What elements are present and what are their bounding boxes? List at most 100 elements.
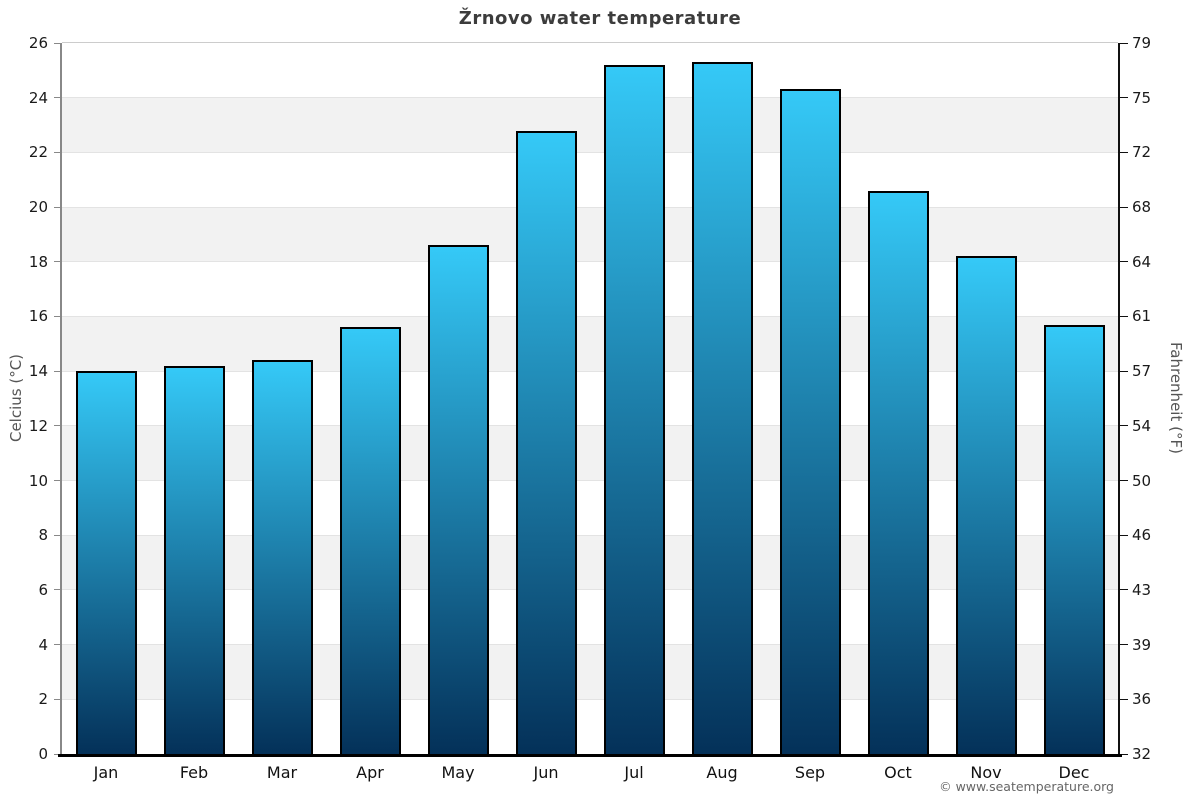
plot-band <box>62 207 1118 262</box>
y-left-tick-label: 8 <box>38 526 48 545</box>
x-tick-label-aug: Aug <box>706 763 738 782</box>
bar-jun <box>515 130 577 754</box>
gridline <box>62 206 1118 208</box>
plot-band <box>62 316 1118 372</box>
gridline <box>62 698 1118 700</box>
y-left-tick <box>54 206 62 208</box>
y-right-tick <box>1120 480 1128 482</box>
plot-band <box>62 261 1118 317</box>
y-left-tick-label: 2 <box>38 690 48 709</box>
plot-band <box>62 644 1118 700</box>
x-tick-label-mar: Mar <box>266 763 298 782</box>
y-right-tick-label: 61 <box>1132 307 1152 326</box>
y-right-tick-label: 36 <box>1132 690 1152 709</box>
bar-nov <box>955 256 1017 754</box>
plot-band <box>62 425 1118 481</box>
plot-band <box>62 371 1118 426</box>
y-right-tick <box>1120 370 1128 372</box>
x-axis-line <box>58 754 1122 757</box>
plot-band <box>62 97 1118 153</box>
copyright-watermark: © www.seatemperature.org <box>939 779 1114 794</box>
y-left-tick-label: 14 <box>28 362 48 381</box>
x-tick-label-dec: Dec <box>1058 763 1090 782</box>
y-right-tick-label: 54 <box>1132 416 1152 435</box>
plot-band <box>62 43 1118 98</box>
y-left-tick <box>54 534 62 536</box>
gridline <box>62 151 1118 153</box>
y-right-tick-label: 46 <box>1132 526 1152 545</box>
y-left-tick <box>54 370 62 372</box>
y-left-tick-label: 12 <box>28 416 48 435</box>
y-left-tick-label: 26 <box>28 34 48 52</box>
gridline <box>62 261 1118 263</box>
y-right-tick-label: 64 <box>1132 252 1152 271</box>
y-right-tick <box>1120 315 1128 317</box>
x-tick-label-apr: Apr <box>356 763 384 782</box>
y-right-tick <box>1120 698 1128 700</box>
plot-band <box>62 535 1118 590</box>
y-left-tick <box>54 315 62 317</box>
y-right-tick <box>1120 151 1128 153</box>
y-right-tick-label: 50 <box>1132 471 1152 490</box>
y-right-tick-label: 39 <box>1132 635 1152 654</box>
y-left-tick <box>54 589 62 591</box>
y-left-tick-label: 10 <box>28 471 48 490</box>
bar-sep <box>779 89 841 754</box>
bar-dec <box>1043 324 1105 754</box>
y-right-tick-label: 75 <box>1132 88 1152 107</box>
y-right-tick <box>1120 534 1128 536</box>
y-left-tick <box>54 151 62 153</box>
y-right-tick-label: 72 <box>1132 143 1152 162</box>
y-right-tick-label: 57 <box>1132 362 1152 381</box>
y-axis-left-line <box>60 43 62 754</box>
y-right-tick-label: 43 <box>1132 580 1152 599</box>
y-right-tick-label: 32 <box>1132 745 1152 763</box>
y-right-tick <box>1120 425 1128 427</box>
y-axis-title-fahrenheit: Fahrenheit (°F) <box>1167 342 1185 454</box>
bar-oct <box>867 190 929 754</box>
gridline <box>62 589 1118 591</box>
gridline <box>62 370 1118 372</box>
gridline <box>62 644 1118 646</box>
gridline <box>62 534 1118 536</box>
y-left-tick <box>54 261 62 263</box>
y-left-tick <box>54 480 62 482</box>
plot-band <box>62 152 1118 208</box>
y-left-tick-label: 18 <box>28 252 48 271</box>
y-left-tick-label: 0 <box>38 745 48 763</box>
y-right-tick <box>1120 206 1128 208</box>
x-tick-label-nov: Nov <box>970 763 1002 782</box>
x-tick-label-may: May <box>441 763 475 782</box>
y-left-tick <box>54 698 62 700</box>
y-left-tick <box>54 97 62 99</box>
plot-band <box>62 480 1118 536</box>
y-left-tick <box>54 644 62 646</box>
bar-jan <box>75 371 137 754</box>
bar-aug <box>691 62 753 754</box>
x-tick-label-jun: Jun <box>533 763 559 782</box>
gridline <box>62 315 1118 317</box>
bar-jul <box>603 64 665 754</box>
gridline <box>62 425 1118 427</box>
y-left-tick-label: 22 <box>28 143 48 162</box>
x-tick-label-sep: Sep <box>794 763 826 782</box>
bar-apr <box>339 327 401 754</box>
plot-band <box>62 699 1118 754</box>
chart-title: Žrnovo water temperature <box>458 8 742 29</box>
y-right-tick <box>1120 589 1128 591</box>
y-right-tick <box>1120 753 1128 755</box>
y-right-tick-label: 79 <box>1132 34 1152 52</box>
bar-mar <box>251 360 313 754</box>
bar-may <box>427 245 489 754</box>
y-left-tick-label: 24 <box>28 88 48 107</box>
y-left-tick <box>54 42 62 44</box>
y-left-tick-label: 16 <box>28 307 48 326</box>
gridline <box>62 480 1118 482</box>
y-left-tick-label: 4 <box>38 635 48 654</box>
y-left-tick-label: 20 <box>28 198 48 217</box>
y-axis-right-line <box>1118 43 1120 754</box>
bar-feb <box>163 365 225 754</box>
y-right-tick <box>1120 42 1128 44</box>
y-right-tick <box>1120 644 1128 646</box>
